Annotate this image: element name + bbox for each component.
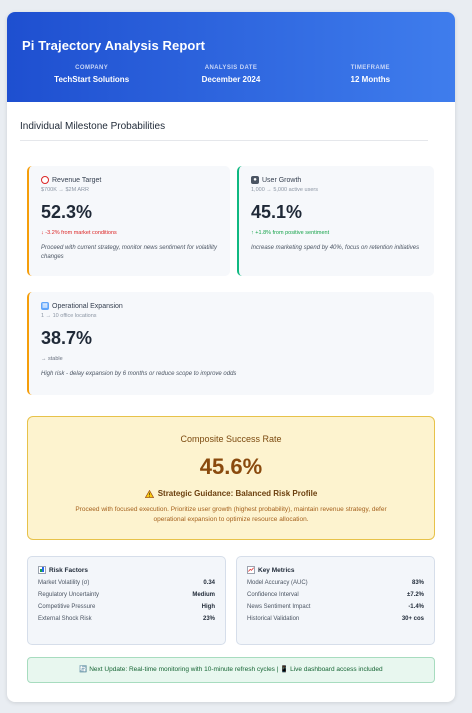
milestone-range: 1,000 → 5,000 active users bbox=[251, 187, 318, 193]
guidance-title: Strategic Guidance: Balanced Risk Profil… bbox=[157, 489, 318, 498]
key-metrics-panel: Key Metrics Model Accuracy (AUC) 83% Conf… bbox=[236, 556, 435, 645]
target-icon bbox=[41, 176, 49, 184]
meta-timeframe: TIMEFRAME 12 Months bbox=[301, 65, 440, 84]
metric-value: 83% bbox=[411, 580, 424, 586]
building-icon: ▦ bbox=[41, 302, 49, 310]
guidance-title-row: Strategic Guidance: Balanced Risk Profil… bbox=[28, 489, 434, 498]
meta-label: COMPANY bbox=[75, 65, 109, 71]
metric-value: ±7.2% bbox=[407, 592, 424, 598]
milestone-name-row: Revenue Target bbox=[41, 176, 218, 184]
table-row: Historical Validation 30+ cos bbox=[247, 616, 424, 622]
banner-text: 🔄 Next Update: Real-time monitoring with… bbox=[79, 666, 383, 673]
metric-label: Model Accuracy (AUC) bbox=[247, 580, 308, 586]
key-metrics-title: Key Metrics bbox=[258, 566, 295, 574]
meta-company: COMPANY TechStart Solutions bbox=[22, 65, 161, 84]
meta-label: ANALYSIS DATE bbox=[204, 65, 258, 71]
table-row: News Sentiment Impact -1.4% bbox=[247, 604, 424, 610]
metric-label: Market Volatility (σ) bbox=[38, 580, 90, 586]
key-metrics-title-row: Key Metrics bbox=[247, 566, 424, 574]
guidance-text: Proceed with focused execution. Prioriti… bbox=[75, 506, 387, 523]
metric-value: 30+ cos bbox=[401, 616, 424, 622]
table-row: Market Volatility (σ) 0.34 bbox=[38, 580, 215, 586]
metric-label: External Shock Risk bbox=[38, 616, 92, 622]
milestone-card-user-growth: ● User Growth 1,000 → 5,000 active users… bbox=[237, 166, 434, 276]
metric-value: 23% bbox=[202, 616, 215, 622]
report-meta: COMPANY TechStart Solutions ANALYSIS DAT… bbox=[22, 65, 440, 84]
milestone-note: Increase marketing spend by 40%, focus o… bbox=[251, 245, 420, 251]
risk-factors-title-row: Risk Factors bbox=[38, 566, 215, 574]
warning-icon bbox=[144, 489, 154, 498]
milestone-note: Proceed with current strategy, monitor n… bbox=[41, 245, 217, 260]
milestone-card-revenue: Revenue Target $700K → $2M ARR 52.3% ↓ -… bbox=[27, 166, 230, 276]
table-row: Regulatory Uncertainty Medium bbox=[38, 592, 215, 598]
milestone-name-row: ● User Growth bbox=[251, 176, 422, 184]
meta-value: TechStart Solutions bbox=[54, 75, 130, 84]
milestone-delta: ↑ +1.8% from positive sentiment bbox=[251, 230, 330, 236]
milestone-probability: 38.7% bbox=[41, 328, 93, 348]
composite-value: 45.6% bbox=[199, 454, 263, 479]
metric-value: Medium bbox=[192, 592, 215, 598]
metric-value: -1.4% bbox=[408, 604, 424, 610]
metric-label: Regulatory Uncertainty bbox=[38, 592, 100, 598]
milestone-name: User Growth bbox=[262, 176, 302, 184]
meta-label: TIMEFRAME bbox=[350, 65, 390, 71]
report-header: Pi Trajectory Analysis Report COMPANY Te… bbox=[7, 12, 455, 102]
table-row: Confidence Interval ±7.2% bbox=[247, 592, 424, 598]
metric-value: High bbox=[201, 604, 215, 610]
milestone-name-row: ▦ Operational Expansion bbox=[41, 302, 422, 310]
risk-factors-panel: Risk Factors Market Volatility (σ) 0.34 R… bbox=[27, 556, 226, 645]
composite-title: Composite Success Rate bbox=[180, 434, 282, 444]
composite-success-panel: Composite Success Rate 45.6% Strategic G… bbox=[27, 416, 435, 540]
milestone-delta: ↓ -3.2% from market conditions bbox=[41, 230, 117, 236]
milestone-range: 1 → 10 office locations bbox=[41, 313, 97, 319]
table-row: Model Accuracy (AUC) 83% bbox=[247, 580, 424, 586]
table-row: Competitive Pressure High bbox=[38, 604, 215, 610]
section-title: Individual Milestone Probabilities bbox=[20, 121, 166, 132]
bar-chart-icon bbox=[38, 566, 46, 574]
metric-label: Confidence Interval bbox=[247, 592, 299, 598]
milestone-note: High risk - delay expansion by 6 months … bbox=[41, 371, 237, 377]
milestone-probability: 45.1% bbox=[251, 202, 303, 222]
table-row: External Shock Risk 23% bbox=[38, 616, 215, 622]
risk-factors-title: Risk Factors bbox=[49, 566, 89, 574]
section-divider bbox=[20, 140, 428, 141]
milestone-name: Revenue Target bbox=[52, 176, 102, 184]
meta-value: December 2024 bbox=[201, 75, 261, 84]
meta-value: 12 Months bbox=[350, 75, 391, 84]
milestone-range: $700K → $2M ARR bbox=[41, 187, 89, 193]
next-update-banner: 🔄 Next Update: Real-time monitoring with… bbox=[27, 657, 435, 683]
milestone-delta: → stable bbox=[41, 356, 63, 362]
milestone-card-operational-expansion: ▦ Operational Expansion 1 → 10 office lo… bbox=[27, 292, 434, 395]
meta-analysis-date: ANALYSIS DATE December 2024 bbox=[161, 65, 300, 84]
metric-label: News Sentiment Impact bbox=[247, 604, 311, 610]
milestone-probability: 52.3% bbox=[41, 202, 93, 222]
report-title: Pi Trajectory Analysis Report bbox=[22, 38, 206, 53]
line-chart-icon bbox=[247, 566, 255, 574]
metric-value: 0.34 bbox=[203, 580, 215, 586]
milestone-name: Operational Expansion bbox=[52, 302, 123, 310]
users-icon: ● bbox=[251, 176, 259, 184]
metric-label: Competitive Pressure bbox=[38, 604, 96, 610]
metric-label: Historical Validation bbox=[247, 616, 300, 622]
